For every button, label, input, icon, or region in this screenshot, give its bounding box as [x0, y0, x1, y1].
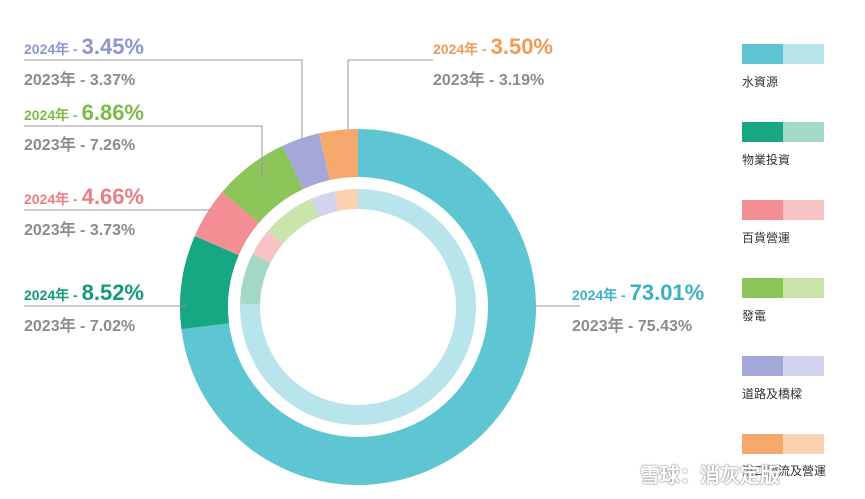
inner-slice-roads [310, 191, 339, 218]
outer-ring-2024 [180, 129, 537, 485]
label-roads-2024: 2024年 - 3.45% [24, 34, 144, 59]
leader-line-ports [347, 59, 433, 130]
outer-slice-power [222, 145, 304, 223]
inner-slice-dept [252, 230, 284, 263]
legend-label-power: 發電 [742, 309, 767, 323]
inner-slice-property [240, 253, 271, 305]
legend-label-ports: 港口物流及營運 [742, 464, 827, 478]
outer-slice-roads [282, 133, 330, 190]
label-power-2023: 2023年 - 7.26% [24, 137, 136, 154]
power-2024-value: 6.86% [81, 100, 144, 125]
legend-swatch-dept [742, 200, 824, 220]
ports-2024-value: 3.50% [490, 34, 553, 59]
legend-swatch-power [742, 278, 824, 298]
leader-line-roads [24, 59, 303, 140]
label-power-2024: 2024年 - 6.86% [24, 100, 144, 125]
label-ports-2023: 2023年 - 3.19% [433, 72, 545, 89]
dept-2023-value: 3.73% [89, 222, 136, 239]
label-water-2023: 2023年 - 75.43% [572, 318, 693, 335]
water-2024-value: 73.01% [629, 280, 705, 305]
inner-slice-ports [334, 189, 358, 211]
leader-line-power [24, 125, 263, 178]
legend-swatch-ports [742, 434, 824, 454]
property-2024-value: 8.52% [81, 280, 144, 305]
legend-label-water: 水資源 [742, 75, 779, 89]
leader-lines [24, 59, 580, 307]
legend-swatch-property [742, 122, 824, 142]
legend-label-roads: 道路及橋樑 [742, 387, 803, 401]
outer-slice-dept [194, 191, 259, 256]
power-2023-value: 7.26% [89, 137, 136, 154]
label-dept-2023: 2023年 - 3.73% [24, 222, 136, 239]
year-2024-text: 2024年 [24, 41, 70, 57]
roads-2024-value: 3.45% [81, 34, 144, 59]
outer-slice-property [180, 235, 239, 330]
water-2023-value: 75.43% [637, 318, 693, 335]
inner-ring-2023 [239, 189, 476, 426]
watermark: 雪球：消灰定版 [640, 465, 780, 487]
label-property-2023: 2023年 - 7.02% [24, 318, 136, 335]
property-2023-value: 7.02% [89, 318, 136, 335]
ports-2023-value: 3.19% [498, 72, 545, 89]
label-property-2024: 2024年 - 8.52% [24, 280, 144, 305]
legend-label-property: 物業投資 [742, 153, 791, 167]
label-roads-2023: 2023年 - 3.37% [24, 72, 136, 89]
legend-swatch-water [742, 44, 824, 64]
legend-label-dept: 百貨營運 [742, 231, 791, 245]
label-ports-2024: 2024年 - 3.50% [433, 34, 553, 59]
legend-swatch-roads [742, 356, 824, 376]
dept-2024-value: 4.66% [81, 184, 144, 209]
inner-slice-power [267, 198, 319, 244]
outer-slice-ports [319, 129, 358, 181]
roads-2023-value: 3.37% [89, 72, 136, 89]
label-water-2024: 2024年 - 73.01% [572, 280, 705, 305]
label-dept-2024: 2024年 - 4.66% [24, 184, 144, 209]
